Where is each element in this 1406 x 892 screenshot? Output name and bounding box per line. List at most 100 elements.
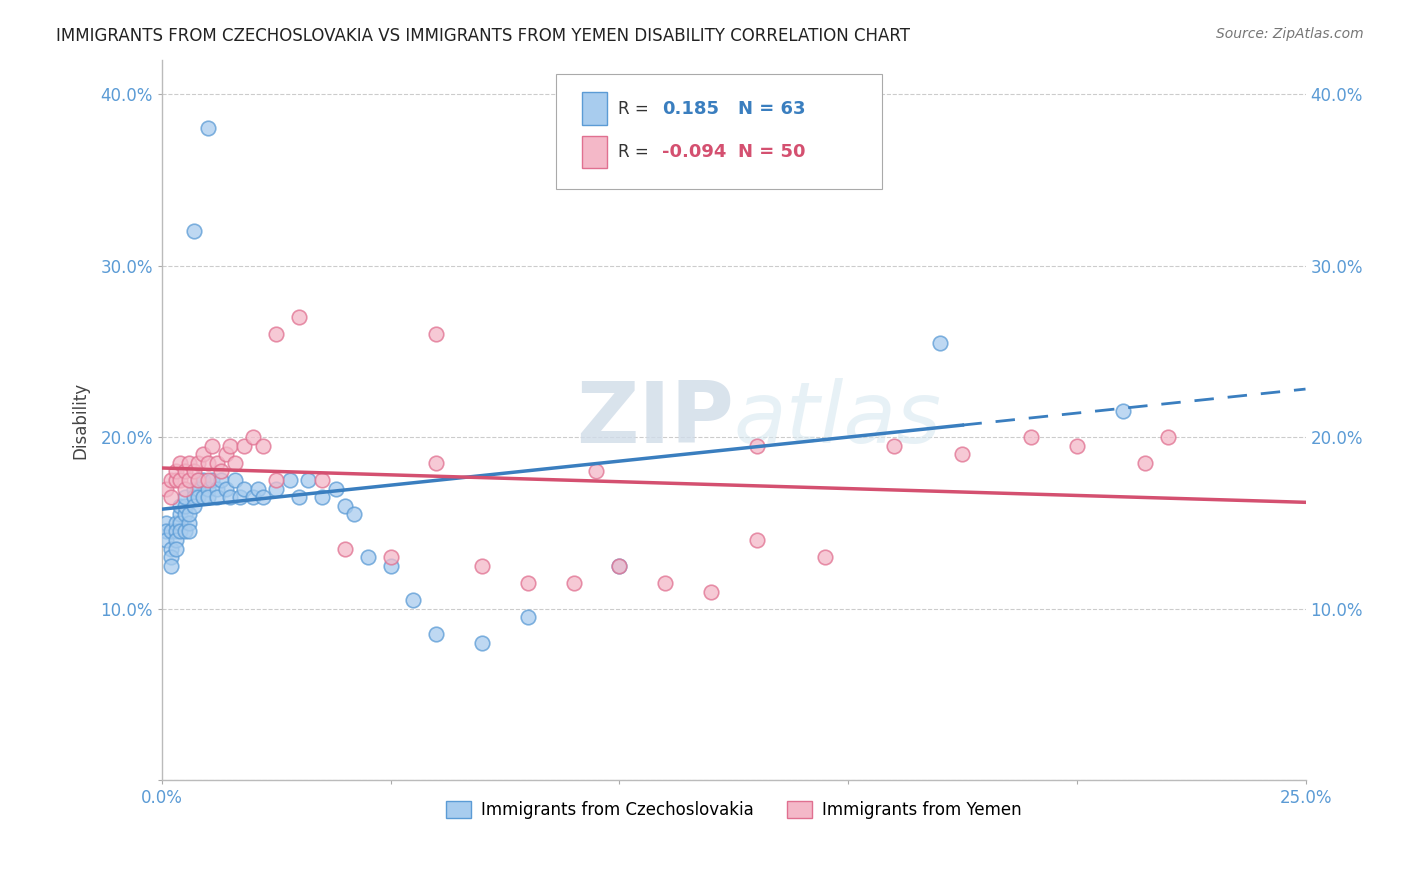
Point (201, 473, 224, 487)
Point (224, 473, 246, 487)
Point (205, 456, 228, 470)
Point (169, 524, 191, 539)
Point (155, 533, 177, 547)
Point (209, 465, 232, 479)
Point (215, 482, 238, 496)
Text: N = 63: N = 63 (738, 100, 806, 118)
Text: 0.185: 0.185 (662, 100, 718, 118)
Point (179, 524, 201, 539)
Point (215, 447, 238, 461)
Point (169, 508, 191, 522)
Point (187, 482, 209, 496)
Point (264, 482, 287, 496)
Point (205, 482, 228, 496)
Point (191, 490, 214, 504)
Point (607, 558, 630, 573)
Point (165, 524, 187, 539)
Point (183, 482, 205, 496)
Point (165, 516, 187, 530)
Point (169, 499, 191, 513)
Point (297, 473, 319, 487)
Point (197, 456, 219, 470)
Point (242, 430, 264, 444)
Point (160, 558, 183, 573)
Point (562, 576, 585, 591)
Point (155, 516, 177, 530)
Point (745, 439, 768, 453)
Point (173, 508, 195, 522)
Point (173, 482, 195, 496)
Point (1157, 430, 1180, 444)
Point (278, 473, 301, 487)
Point (165, 465, 187, 479)
Point (219, 490, 242, 504)
Point (197, 121, 219, 136)
Point (191, 447, 214, 461)
Point (183, 490, 205, 504)
Point (288, 490, 311, 504)
Point (165, 473, 187, 487)
Point (191, 473, 214, 487)
Point (187, 473, 209, 487)
Legend: Immigrants from Czechoslovakia, Immigrants from Yemen: Immigrants from Czechoslovakia, Immigran… (439, 795, 1028, 826)
Point (1111, 404, 1133, 418)
Point (1066, 439, 1088, 453)
Point (516, 610, 538, 624)
Point (201, 439, 224, 453)
Point (179, 516, 201, 530)
Point (288, 310, 311, 324)
Point (209, 473, 232, 487)
Point (1019, 430, 1042, 444)
Point (160, 550, 183, 565)
Point (155, 482, 177, 496)
Point (883, 439, 905, 453)
Point (325, 482, 347, 496)
Point (197, 482, 219, 496)
Point (187, 456, 209, 470)
Point (425, 327, 447, 342)
Text: R =: R = (619, 100, 654, 118)
Point (471, 558, 494, 573)
Point (169, 516, 191, 530)
Point (179, 473, 201, 487)
Text: ZIP: ZIP (576, 378, 734, 461)
Point (160, 524, 183, 539)
Point (814, 550, 837, 565)
Text: IMMIGRANTS FROM CZECHOSLOVAKIA VS IMMIGRANTS FROM YEMEN DISABILITY CORRELATION C: IMMIGRANTS FROM CZECHOSLOVAKIA VS IMMIGR… (56, 27, 910, 45)
Point (952, 447, 974, 461)
Text: N = 50: N = 50 (738, 143, 806, 161)
Point (187, 473, 209, 487)
Point (607, 558, 630, 573)
Point (516, 576, 538, 591)
Point (169, 456, 191, 470)
Point (264, 473, 287, 487)
Point (1135, 456, 1157, 470)
Point (928, 335, 950, 350)
Point (357, 550, 380, 565)
Point (160, 490, 183, 504)
Point (183, 224, 205, 238)
Point (179, 508, 201, 522)
Bar (582, 93, 607, 125)
Text: R =: R = (619, 143, 654, 161)
Point (179, 456, 201, 470)
Point (585, 465, 607, 479)
Point (252, 439, 274, 453)
Point (228, 490, 250, 504)
Point (402, 593, 425, 607)
Point (745, 533, 768, 547)
Point (333, 499, 356, 513)
Point (155, 524, 177, 539)
Point (333, 541, 356, 556)
Point (173, 490, 195, 504)
Point (654, 576, 676, 591)
Text: -0.094: -0.094 (662, 143, 725, 161)
Point (219, 439, 242, 453)
Point (197, 473, 219, 487)
Text: Source: ZipAtlas.com: Source: ZipAtlas.com (1216, 27, 1364, 41)
Point (187, 490, 209, 504)
Point (425, 627, 447, 641)
Point (311, 473, 333, 487)
Point (264, 327, 287, 342)
Point (165, 541, 187, 556)
